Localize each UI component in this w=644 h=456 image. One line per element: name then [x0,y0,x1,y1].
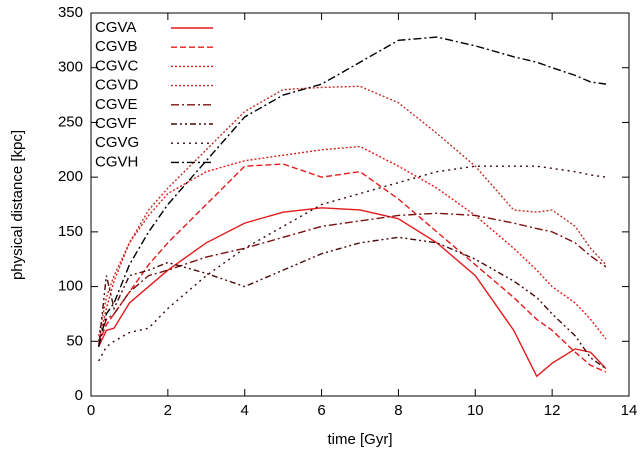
legend-label: CGVF [95,115,137,132]
legend-label: CGVE [95,96,138,113]
y-tick-label: 100 [58,278,83,295]
x-tick-label: 2 [164,402,172,419]
x-tick-label: 12 [544,402,561,419]
legend-label: CGVB [95,38,138,55]
series-line [97,85,607,336]
x-tick-label: 6 [317,402,325,419]
x-tick-label: 8 [394,402,402,419]
series-line [98,207,607,378]
legend-label: CGVH [95,153,138,170]
y-tick-label: 250 [58,113,83,130]
series-line [98,163,607,373]
x-tick-label: 14 [621,402,638,419]
legend-label: CGVG [95,134,139,151]
legend-label: CGVD [95,77,139,94]
x-tick-label: 0 [87,402,95,419]
y-tick-label: 150 [58,223,83,240]
y-tick-label: 0 [75,387,83,404]
legend-label: CGVA [95,19,136,36]
series-line [98,212,607,342]
series-line [98,36,607,347]
x-tick-label: 4 [241,402,249,419]
x-axis-label: time [Gyr] [327,431,392,448]
y-tick-label: 300 [58,59,83,76]
y-tick-label: 200 [58,168,83,185]
plot-frame [90,12,630,397]
legend-label: CGVC [95,57,139,74]
x-tick-label: 10 [467,402,484,419]
y-axis-label: physical distance [kpc] [9,130,26,280]
y-tick-label: 50 [66,332,83,349]
y-tick-label: 350 [58,4,83,21]
series-line [97,236,607,370]
